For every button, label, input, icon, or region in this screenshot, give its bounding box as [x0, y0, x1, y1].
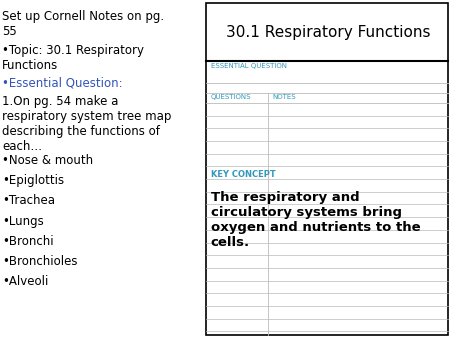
- Text: •Nose & mouth: •Nose & mouth: [2, 154, 94, 167]
- Text: •Bronchioles: •Bronchioles: [2, 255, 78, 268]
- Text: •Topic: 30.1 Respiratory
Functions: •Topic: 30.1 Respiratory Functions: [2, 44, 144, 72]
- Text: •Epiglottis: •Epiglottis: [2, 174, 64, 187]
- Bar: [206, 3, 448, 335]
- Text: The respiratory and
circulatory systems bring
oxygen and nutrients to the
cells.: The respiratory and circulatory systems …: [211, 191, 420, 249]
- Text: •Bronchi: •Bronchi: [2, 235, 54, 248]
- Text: QUESTIONS: QUESTIONS: [211, 94, 251, 100]
- Text: •Alveoli: •Alveoli: [2, 275, 49, 288]
- Text: 30.1 Respiratory Functions: 30.1 Respiratory Functions: [226, 25, 430, 40]
- Text: •Lungs: •Lungs: [2, 215, 44, 227]
- Text: NOTES: NOTES: [272, 94, 296, 100]
- Text: KEY CONCEPT: KEY CONCEPT: [211, 170, 275, 179]
- Text: Set up Cornell Notes on pg.
55: Set up Cornell Notes on pg. 55: [2, 10, 164, 38]
- Text: 1.On pg. 54 make a
respiratory system tree map
describing the functions of
each…: 1.On pg. 54 make a respiratory system tr…: [2, 95, 171, 153]
- Text: ESSENTIAL QUESTION: ESSENTIAL QUESTION: [211, 63, 287, 69]
- Text: •Essential Question:: •Essential Question:: [2, 76, 123, 89]
- Text: •Trachea: •Trachea: [2, 194, 55, 207]
